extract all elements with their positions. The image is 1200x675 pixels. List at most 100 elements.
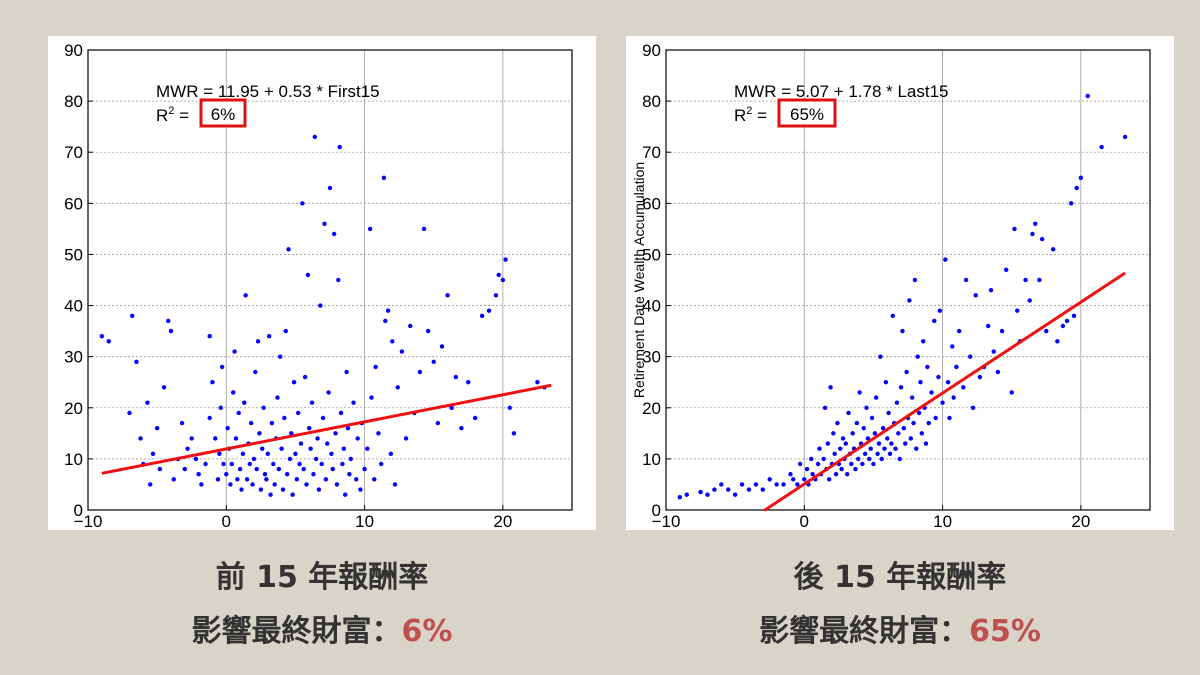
left-data-point — [189, 436, 194, 441]
left-data-point — [365, 446, 370, 451]
right-data-point — [1039, 236, 1045, 242]
left-xtick-label: 20 — [493, 512, 512, 530]
right-caption-prefix: 影響最終財富： — [759, 614, 970, 649]
right-data-point — [850, 431, 855, 436]
right-data-point — [900, 328, 905, 334]
right-data-point — [862, 451, 868, 456]
right-data-point — [781, 482, 786, 487]
left-data-point — [295, 410, 301, 416]
left-data-point — [390, 339, 395, 344]
left-data-point — [351, 400, 356, 405]
left-data-point — [265, 451, 270, 456]
right-data-point — [860, 461, 865, 467]
left-data-point — [323, 477, 329, 482]
right-data-point — [882, 446, 887, 451]
left-data-point — [325, 441, 330, 446]
left-data-point — [315, 436, 320, 441]
left-data-point — [203, 461, 208, 467]
left-data-point — [250, 482, 255, 487]
right-data-point — [896, 431, 901, 436]
right-data-point — [995, 369, 1001, 375]
left-r-squared-label: R2 = — [156, 105, 189, 125]
left-data-point — [345, 426, 351, 431]
right-ytick-label: 80 — [642, 92, 661, 111]
left-ytick-label: 40 — [64, 297, 83, 316]
left-equation-text: MWR = 11.95 + 0.53 * First15 — [156, 82, 380, 101]
right-data-point — [873, 395, 879, 400]
left-data-point — [376, 431, 381, 436]
right-data-point — [923, 441, 929, 446]
left-data-point — [276, 466, 282, 472]
left-data-point — [354, 477, 359, 482]
left-data-point — [268, 492, 273, 497]
left-data-point — [239, 487, 244, 492]
right-data-point — [833, 472, 839, 477]
right-ytick-label: 20 — [642, 399, 661, 418]
right-ytick-label: 40 — [642, 297, 661, 316]
left-data-point — [213, 436, 218, 441]
right-data-point — [804, 466, 810, 472]
left-data-point — [320, 415, 326, 421]
left-caption-title: 前 15 年報酬率 — [215, 560, 429, 595]
left-data-point — [106, 339, 111, 344]
right-data-point — [943, 257, 948, 262]
right-data-point — [1027, 298, 1032, 303]
left-ytick-label: 70 — [64, 143, 83, 162]
left-data-point — [261, 405, 266, 410]
right-data-point — [911, 420, 916, 426]
left-data-point — [218, 405, 223, 410]
left-data-point — [395, 385, 400, 390]
right-data-point — [677, 495, 683, 500]
left-data-point — [219, 364, 225, 370]
left-data-point — [166, 318, 171, 324]
right-data-point — [795, 482, 800, 487]
right-data-point — [887, 451, 893, 456]
right-data-point — [1033, 221, 1038, 226]
left-data-point — [240, 451, 246, 456]
left-data-point — [403, 436, 409, 441]
right-data-point — [908, 436, 913, 441]
left-xtick-label: −10 — [74, 512, 103, 530]
right-xtick-label: 10 — [933, 512, 952, 530]
left-ytick-label: 10 — [64, 450, 83, 469]
left-data-point — [383, 318, 388, 324]
right-data-point — [753, 482, 759, 487]
left-ytick-label: 80 — [64, 92, 83, 111]
right-data-point — [1012, 226, 1017, 232]
left-data-point — [215, 477, 221, 482]
right-data-point — [1009, 390, 1014, 395]
left-data-point — [257, 431, 262, 436]
left-data-point — [378, 461, 384, 467]
right-data-point — [864, 405, 869, 410]
left-data-point — [251, 456, 257, 462]
right-data-point — [1064, 318, 1070, 324]
left-data-point — [300, 201, 305, 206]
left-data-point — [287, 456, 293, 462]
right-data-point — [791, 477, 796, 482]
right-data-point — [988, 288, 994, 293]
right-data-point — [933, 415, 938, 421]
left-data-point — [293, 451, 298, 456]
left-data-point — [286, 247, 291, 252]
left-data-point — [196, 472, 201, 477]
left-data-point — [242, 400, 247, 405]
right-data-point — [875, 451, 880, 456]
left-chart-panel: 0 10 20 30 40 50 60 70 80 90 −10 0 10 20 MWR = 11.95 +… — [48, 36, 596, 530]
left-ytick-label: 20 — [64, 399, 83, 418]
left-data-point — [341, 446, 347, 451]
right-data-point — [1051, 247, 1056, 252]
right-data-point — [719, 482, 724, 487]
right-data-point — [815, 461, 821, 467]
right-data-point — [849, 461, 854, 467]
right-data-point — [936, 374, 941, 380]
right-data-point — [879, 456, 884, 462]
right-data-point — [854, 420, 860, 426]
right-xtick-label: 20 — [1071, 512, 1090, 530]
left-data-point — [217, 451, 222, 456]
left-data-point — [500, 277, 506, 283]
right-data-point — [861, 426, 866, 431]
right-data-point — [968, 354, 973, 359]
right-caption-title: 後 15 年報酬率 — [793, 560, 1007, 595]
left-data-point — [330, 466, 335, 472]
left-data-point — [138, 436, 143, 441]
